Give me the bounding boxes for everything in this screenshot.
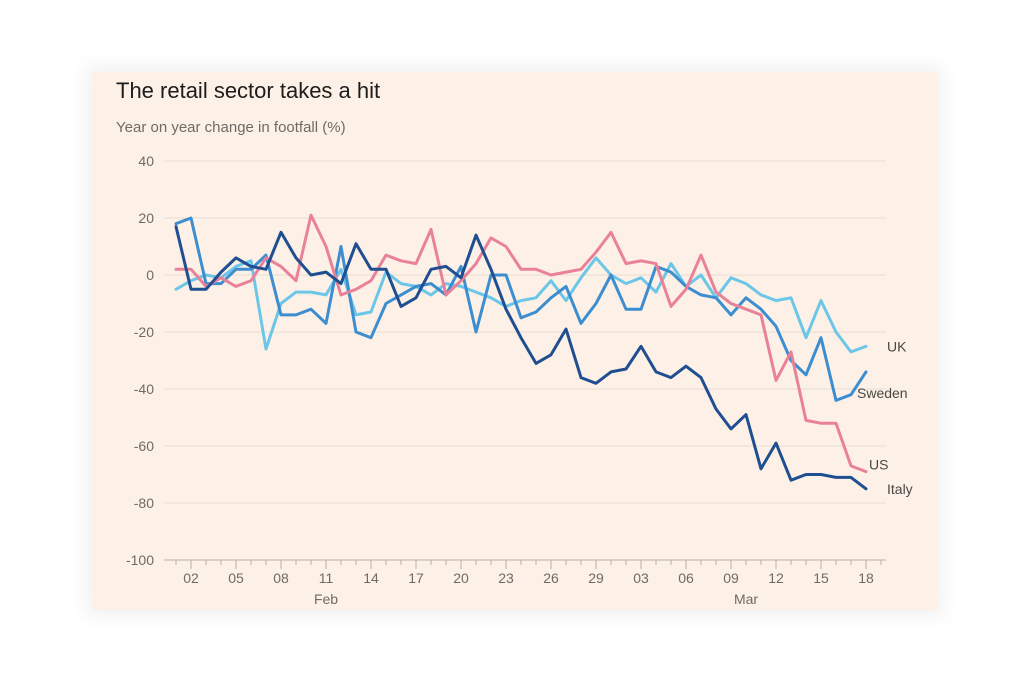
x-tick-label: 02 xyxy=(183,570,199,586)
x-tick-label: 29 xyxy=(588,570,604,586)
y-tick-label: 40 xyxy=(138,153,154,169)
x-tick-label: 18 xyxy=(858,570,874,586)
y-tick-label: 0 xyxy=(146,267,154,283)
x-tick-label: 20 xyxy=(453,570,469,586)
x-tick-label: 12 xyxy=(768,570,784,586)
y-tick-label: -100 xyxy=(126,552,154,568)
y-tick-label: -20 xyxy=(134,324,154,340)
x-tick-label: 11 xyxy=(319,570,334,586)
series-label-italy: Italy xyxy=(887,481,913,497)
x-month-label: Feb xyxy=(314,591,338,607)
series-label-uk: UK xyxy=(887,338,907,354)
chart-title: The retail sector takes a hit xyxy=(116,78,381,103)
x-tick-label: 05 xyxy=(228,570,244,586)
x-tick-label: 15 xyxy=(813,570,829,586)
x-tick-label: 09 xyxy=(723,570,739,586)
series-line-us xyxy=(174,213,868,474)
x-tick-label: 26 xyxy=(543,570,559,586)
series-line-sweden xyxy=(174,216,868,402)
y-tick-label: -80 xyxy=(134,495,154,511)
x-tick-label: 03 xyxy=(633,570,649,586)
chart-subtitle: Year on year change in footfall (%) xyxy=(116,119,346,136)
x-month-label: Mar xyxy=(734,591,758,607)
x-tick-label: 06 xyxy=(678,570,694,586)
chart-card xyxy=(92,72,937,610)
y-tick-label: -60 xyxy=(134,438,154,454)
series-label-sweden: Sweden xyxy=(857,385,908,401)
series-line-italy xyxy=(174,225,868,491)
series-label-us: US xyxy=(869,457,888,473)
x-tick-label: 08 xyxy=(273,570,289,586)
y-tick-label: 20 xyxy=(138,210,154,226)
y-tick-label: -40 xyxy=(134,381,154,397)
x-tick-label: 14 xyxy=(363,570,379,586)
x-tick-label: 23 xyxy=(498,570,514,586)
x-tick-label: 17 xyxy=(408,570,424,586)
series-line-uk xyxy=(174,256,868,354)
